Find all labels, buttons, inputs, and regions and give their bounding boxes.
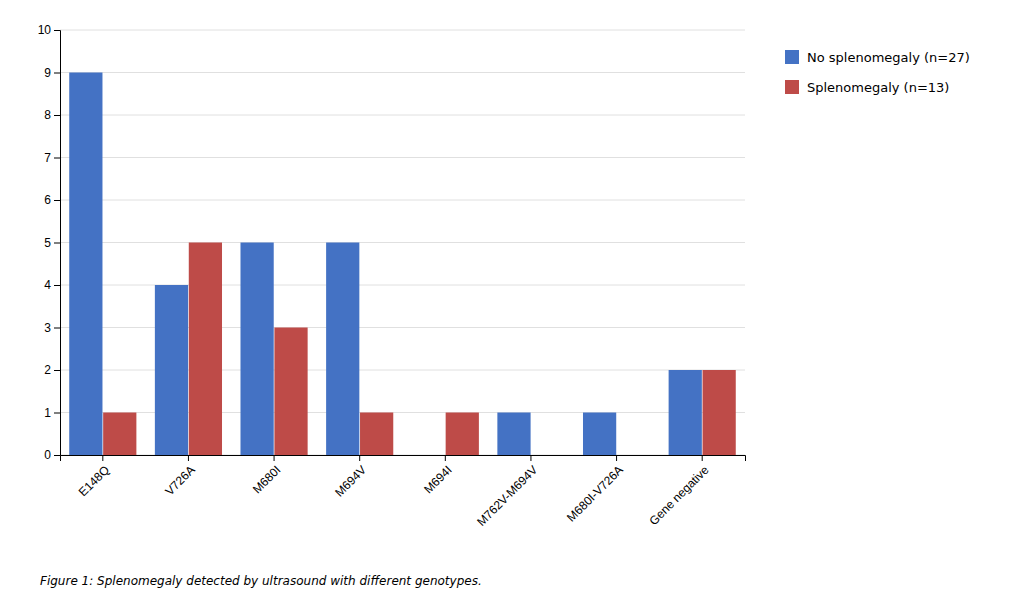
x-tick-mark bbox=[702, 455, 703, 461]
legend: No splenomegaly (n=27) Splenomegaly (n=13… bbox=[785, 50, 970, 95]
y-tick-mark bbox=[54, 455, 60, 456]
y-tick-label: 0 bbox=[44, 448, 51, 462]
bar bbox=[446, 413, 479, 456]
bar bbox=[412, 455, 445, 456]
y-tick: 9 bbox=[44, 66, 60, 80]
x-tick: M694V bbox=[332, 455, 369, 500]
x-tick-mark bbox=[188, 455, 189, 461]
y-tick-label: 2 bbox=[44, 363, 51, 377]
x-tick: M680I-V726A bbox=[564, 455, 626, 525]
x-tick: Gene negative bbox=[646, 455, 711, 528]
bar bbox=[103, 413, 136, 456]
y-tick-mark bbox=[54, 370, 60, 371]
y-tick-label: 7 bbox=[44, 151, 51, 165]
bar bbox=[274, 328, 307, 456]
y-tick: 3 bbox=[44, 321, 60, 335]
x-tick-label: E148Q bbox=[76, 463, 112, 499]
x-tick: M680I bbox=[250, 455, 283, 496]
x-tick-label: Gene negative bbox=[646, 463, 711, 528]
y-tick-mark bbox=[54, 200, 60, 201]
x-tick-mark bbox=[530, 455, 531, 461]
x-tick-mark bbox=[274, 455, 275, 461]
y-tick: 6 bbox=[44, 193, 60, 207]
y-tick-mark bbox=[54, 115, 60, 116]
y-tick-mark bbox=[54, 73, 60, 74]
chart: 0 1 2 3 4 5 6 7 8 9 10 E148Q V726A M680I M694V M694I M76… bbox=[0, 0, 1025, 605]
x-tick-label: M680I bbox=[250, 463, 283, 496]
caption: Figure 1: Splenomegaly detected by ultra… bbox=[40, 574, 482, 588]
y-tick-label: 1 bbox=[44, 406, 51, 420]
bar bbox=[583, 413, 616, 456]
y-tick: 0 bbox=[44, 448, 60, 462]
bar bbox=[326, 243, 359, 456]
y-tick-mark bbox=[54, 158, 60, 159]
x-tick: M762V-M694V bbox=[474, 455, 540, 529]
grid-line bbox=[60, 200, 745, 201]
y-tick-label: 3 bbox=[44, 321, 51, 335]
grid-line bbox=[60, 157, 745, 158]
grid bbox=[60, 30, 745, 455]
x-tick: V726A bbox=[162, 455, 197, 498]
y-tick: 8 bbox=[44, 108, 60, 122]
legend-swatch bbox=[785, 80, 799, 94]
x-tick-label: V726A bbox=[162, 463, 197, 498]
bar bbox=[703, 370, 736, 455]
y-axis-line bbox=[54, 31, 61, 456]
x-tick: E148Q bbox=[76, 455, 112, 499]
plot: 0 1 2 3 4 5 6 7 8 9 10 E148Q V726A M680I M694V M694I M76… bbox=[38, 23, 746, 529]
bar bbox=[497, 413, 530, 456]
y-tick-label: 6 bbox=[44, 193, 51, 207]
series bbox=[103, 243, 736, 456]
y-tick-mark bbox=[54, 328, 60, 329]
y-tick-label: 4 bbox=[44, 278, 51, 292]
x-tick-mark bbox=[359, 455, 360, 461]
grid-line bbox=[60, 242, 745, 243]
bar bbox=[669, 370, 702, 455]
grid-line bbox=[60, 72, 745, 73]
bar bbox=[189, 243, 222, 456]
legend-label: No splenomegaly (n=27) bbox=[807, 50, 970, 65]
y-tick-label: 8 bbox=[44, 108, 51, 122]
y-tick-label: 9 bbox=[44, 66, 51, 80]
bar bbox=[360, 413, 393, 456]
y-tick: 2 bbox=[44, 363, 60, 377]
x-tick-label: M694V bbox=[332, 463, 369, 500]
y-tick: 10 bbox=[38, 23, 60, 37]
x-tick-mark bbox=[616, 455, 617, 461]
bar bbox=[617, 455, 650, 456]
y-tick: 4 bbox=[44, 278, 60, 292]
legend-swatch bbox=[785, 50, 799, 64]
x-tick-label: M694I bbox=[421, 463, 454, 496]
x-tick: M694I bbox=[421, 455, 454, 496]
y-tick: 5 bbox=[44, 236, 60, 250]
x-tick-mark bbox=[445, 455, 446, 461]
grid-line bbox=[60, 30, 745, 31]
y-tick-mark bbox=[54, 243, 60, 244]
bar bbox=[155, 285, 188, 455]
bars bbox=[69, 73, 736, 456]
legend-item: No splenomegaly (n=27) bbox=[785, 50, 970, 65]
x-tick-mark bbox=[102, 455, 103, 461]
y-tick-label: 10 bbox=[38, 23, 52, 37]
y-tick-mark bbox=[54, 285, 60, 286]
x-axis-line bbox=[61, 456, 746, 462]
series bbox=[69, 73, 702, 456]
y-tick-mark bbox=[54, 30, 60, 31]
legend-item: Splenomegaly (n=13) bbox=[785, 80, 949, 95]
grid-line bbox=[60, 115, 745, 116]
x-tick-label: M680I-V726A bbox=[564, 463, 626, 525]
bar bbox=[69, 73, 102, 456]
x-tick-label: M762V-M694V bbox=[474, 463, 540, 529]
y-axis: 0 1 2 3 4 5 6 7 8 9 10 bbox=[38, 23, 61, 462]
bar bbox=[531, 455, 564, 456]
y-tick-label: 5 bbox=[44, 236, 51, 250]
y-tick: 7 bbox=[44, 151, 60, 165]
y-tick-mark bbox=[54, 413, 60, 414]
x-axis: E148Q V726A M680I M694V M694I M762V-M694V M680… bbox=[61, 455, 746, 529]
bar bbox=[240, 243, 273, 456]
y-tick: 1 bbox=[44, 406, 60, 420]
legend-label: Splenomegaly (n=13) bbox=[807, 80, 949, 95]
